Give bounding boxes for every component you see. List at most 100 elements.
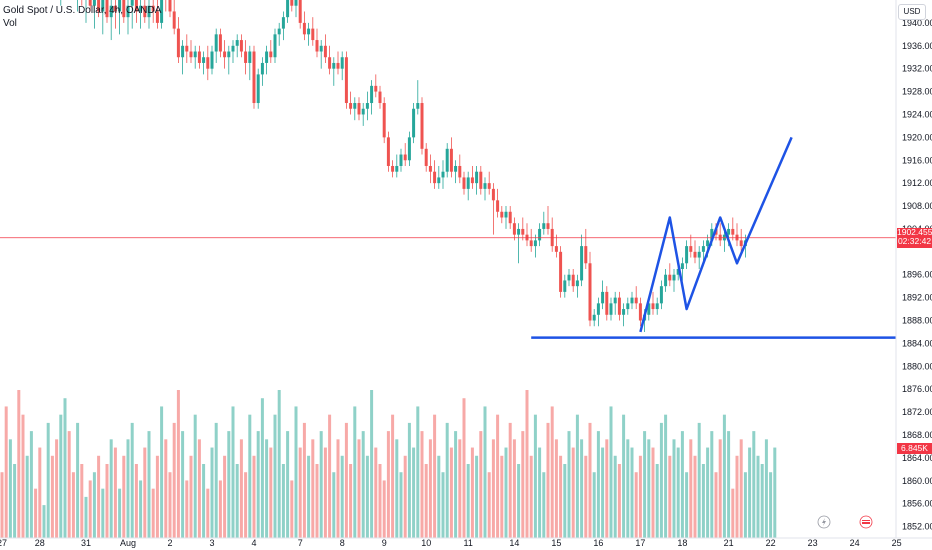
candle-body [206, 57, 210, 69]
volume-bar [454, 431, 458, 538]
flag-us-icon[interactable] [859, 515, 873, 529]
candle-body [613, 297, 617, 304]
candle-body [332, 62, 336, 69]
y-tick-label: 1916.000 [902, 155, 932, 165]
volume-bar [710, 431, 714, 538]
candle-body [559, 251, 563, 292]
candle-body [504, 211, 508, 218]
x-tick-label: Aug [120, 538, 136, 548]
y-tick-label: 1852.000 [902, 522, 932, 532]
candle-body [626, 303, 630, 310]
volume-bar [487, 472, 491, 538]
candle-body [521, 228, 525, 235]
candle-body [113, 5, 117, 12]
x-tick-label: 14 [509, 538, 519, 548]
volume-bar [521, 431, 525, 538]
x-tick-label: 7 [298, 538, 303, 548]
candle-body [189, 51, 193, 58]
volume-bar [164, 439, 168, 538]
candle-body [412, 108, 416, 138]
volume-bar [323, 447, 327, 538]
candle-body [130, 0, 134, 6]
candle-body [143, 5, 147, 18]
candle-body [428, 165, 432, 172]
volume-bar [189, 455, 193, 538]
volume-bar [29, 431, 33, 538]
volume-bar [197, 439, 201, 538]
candle-body [223, 51, 227, 58]
candle-body [328, 57, 332, 69]
x-tick-label: 31 [81, 538, 91, 548]
volume-bar [113, 447, 117, 538]
volume-bar [680, 431, 684, 538]
candle-body [231, 45, 235, 52]
volume-bar [756, 455, 760, 538]
volume-bar [55, 439, 59, 538]
y-tick-label: 1936.000 [902, 41, 932, 51]
volume-bar [361, 431, 365, 538]
candle-body [126, 5, 130, 18]
candle-body [475, 171, 479, 184]
volume-bar [353, 406, 357, 538]
volume-bar [475, 455, 479, 538]
candle-body [172, 11, 176, 29]
candle-body [546, 223, 550, 229]
volume-bar [676, 447, 680, 538]
volume-bar [643, 431, 647, 538]
candle-body [403, 154, 407, 161]
symbol-title[interactable]: Gold Spot / U.S. Dollar, 4h, OANDA [3, 5, 162, 16]
volume-bar [340, 455, 344, 538]
candle-body [176, 28, 180, 58]
x-tick-label: 22 [766, 538, 776, 548]
x-tick-label: 9 [382, 538, 387, 548]
candle-body [168, 0, 172, 12]
volume-bar [483, 406, 487, 538]
candle-body [697, 251, 701, 258]
volume-bar [445, 422, 449, 538]
volume-bar [437, 455, 441, 538]
volume-bar [613, 455, 617, 538]
candle-body [512, 223, 516, 235]
lightning-icon[interactable] [817, 515, 831, 529]
volume-bar [769, 472, 773, 538]
volume-bar [244, 472, 248, 538]
volume-bar [512, 439, 516, 538]
price-axis[interactable]: 1940.000 1936.000 1932.000 1928.000 1924.000… [902, 18, 932, 532]
candle-body [655, 303, 659, 310]
volume-bar [659, 422, 663, 538]
candle-body [361, 108, 365, 115]
volume-bar [126, 439, 130, 538]
volume-bar [403, 455, 407, 538]
volume-bar [319, 431, 323, 538]
y-tick-label: 1928.000 [902, 87, 932, 97]
volume-bar [130, 422, 134, 538]
candle-body [542, 223, 546, 229]
candle-body [676, 269, 680, 275]
candle-body [298, 0, 302, 23]
time-axis[interactable]: 272831Aug234789101114151617182122232425 [0, 538, 902, 548]
volume-bar [105, 464, 109, 538]
volume-bar [374, 447, 378, 538]
volume-bar [491, 439, 495, 538]
volume-bar [714, 472, 718, 538]
candle-body [634, 297, 638, 304]
volume-bar [609, 406, 613, 538]
candle-body [97, 0, 101, 12]
candle-body [197, 51, 201, 63]
y-tick-label: 1864.000 [902, 453, 932, 463]
candle-body [500, 211, 504, 218]
candle-body [134, 0, 138, 12]
candle-body [244, 51, 248, 63]
volume-bar [441, 472, 445, 538]
volume-bar [550, 406, 554, 538]
volume-bar [538, 447, 542, 538]
candle-body [193, 51, 197, 58]
y-tick-label: 1908.000 [902, 201, 932, 211]
candle-body [202, 57, 206, 63]
currency-button[interactable]: USD [898, 4, 926, 20]
candle-body [584, 246, 588, 264]
y-tick-label: 1880.000 [902, 361, 932, 371]
candle-body [382, 103, 386, 138]
volume-bar [67, 431, 71, 538]
volume-bar [748, 447, 752, 538]
